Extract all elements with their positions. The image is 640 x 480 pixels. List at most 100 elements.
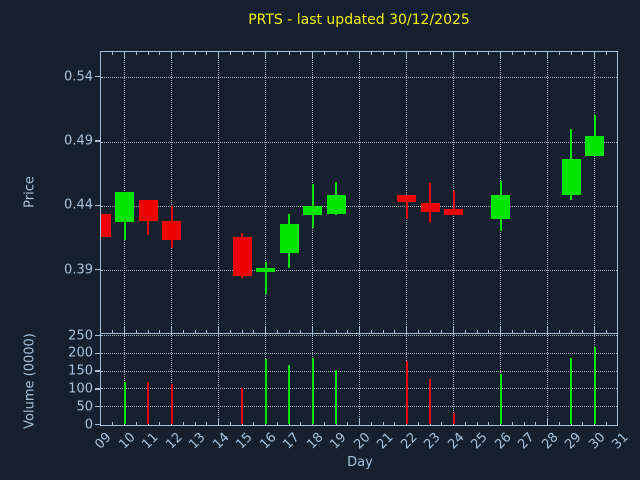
x-tick xyxy=(394,422,396,425)
candle-body xyxy=(585,135,604,157)
gridline-horizontal xyxy=(101,335,617,336)
x-tick xyxy=(347,52,349,55)
candle-wick xyxy=(405,194,408,220)
x-tick xyxy=(476,52,478,55)
volume-bar xyxy=(147,381,149,425)
x-tick xyxy=(323,422,325,425)
x-tick xyxy=(112,330,114,333)
gridline-vertical xyxy=(265,52,266,333)
x-tick xyxy=(500,52,501,58)
candle-body xyxy=(561,158,581,195)
x-tick xyxy=(229,330,231,333)
x-tick xyxy=(605,422,607,425)
volume-y-tick xyxy=(95,352,100,355)
x-tick xyxy=(570,52,572,55)
x-tick xyxy=(218,327,219,333)
candle-body xyxy=(162,220,181,240)
price-y-tick xyxy=(95,204,100,207)
x-tick xyxy=(429,52,431,55)
x-tick xyxy=(288,52,290,55)
candle-body xyxy=(138,199,158,221)
volume-tick-label: 250 xyxy=(68,328,93,343)
candle-body xyxy=(491,194,510,220)
candle-body xyxy=(115,192,134,222)
volume-bar xyxy=(405,361,408,425)
x-tick xyxy=(453,52,454,58)
x-tick xyxy=(112,422,114,425)
x-tick xyxy=(347,422,349,425)
gridline-vertical xyxy=(406,52,407,333)
x-tick xyxy=(417,422,419,425)
x-tick xyxy=(547,419,548,425)
x-tick xyxy=(441,52,443,55)
candle-body xyxy=(256,268,275,272)
x-tick xyxy=(547,52,548,58)
x-tick xyxy=(582,422,584,425)
gridline-vertical xyxy=(359,52,360,333)
volume-tick-label: 100 xyxy=(68,381,93,397)
x-tick xyxy=(347,330,349,333)
x-tick xyxy=(535,330,537,333)
x-tick xyxy=(511,422,513,425)
x-tick xyxy=(594,52,595,58)
price-plot xyxy=(100,51,618,334)
volume-tick-label: 200 xyxy=(68,345,93,361)
x-tick xyxy=(159,52,161,55)
gridline-vertical xyxy=(124,334,125,425)
volume-bar xyxy=(429,378,431,425)
price-tick-label: 0.54 xyxy=(64,69,93,85)
x-tick xyxy=(300,422,302,425)
candle-body xyxy=(397,194,416,203)
x-tick xyxy=(194,330,196,333)
x-tick xyxy=(476,330,478,333)
x-tick xyxy=(288,330,290,333)
x-tick xyxy=(547,327,548,333)
x-tick xyxy=(276,330,278,333)
x-tick xyxy=(382,330,384,333)
x-tick xyxy=(453,327,454,333)
x-tick xyxy=(511,52,513,55)
volume-plot xyxy=(100,334,618,426)
x-tick xyxy=(523,52,525,55)
x-tick xyxy=(159,330,161,333)
gridline-horizontal xyxy=(101,388,617,390)
x-tick xyxy=(276,422,278,425)
x-tick xyxy=(582,52,584,55)
x-tick xyxy=(159,422,161,425)
x-tick xyxy=(135,422,137,425)
gridline-horizontal xyxy=(101,370,617,372)
gridline-vertical xyxy=(547,52,548,333)
x-tick xyxy=(135,330,137,333)
x-tick xyxy=(135,52,137,55)
x-tick xyxy=(182,422,184,425)
x-tick xyxy=(406,327,407,333)
gridline-vertical xyxy=(218,52,219,333)
x-tick xyxy=(488,52,490,55)
x-tick xyxy=(464,422,466,425)
candle-wick xyxy=(429,183,431,222)
x-tick xyxy=(359,419,360,425)
x-tick xyxy=(582,330,584,333)
x-tick xyxy=(323,52,325,55)
gridline-horizontal xyxy=(101,352,617,354)
x-tick xyxy=(511,330,513,333)
x-tick xyxy=(429,330,431,333)
x-tick xyxy=(394,330,396,333)
gridline-vertical xyxy=(594,52,595,333)
gridline-horizontal xyxy=(101,205,617,207)
x-tick xyxy=(370,330,372,333)
x-tick xyxy=(206,52,208,55)
volume-bar xyxy=(452,413,455,425)
x-tick xyxy=(464,330,466,333)
volume-axis-label: Volume (0000) xyxy=(22,333,38,429)
candle-wick xyxy=(311,184,314,229)
volume-bar xyxy=(123,381,126,425)
x-tick xyxy=(605,52,607,55)
x-tick xyxy=(523,330,525,333)
x-tick xyxy=(406,52,407,58)
volume-y-tick xyxy=(95,370,100,372)
x-tick xyxy=(171,52,172,58)
day-axis-label: Day xyxy=(347,455,373,470)
x-tick xyxy=(359,327,360,333)
